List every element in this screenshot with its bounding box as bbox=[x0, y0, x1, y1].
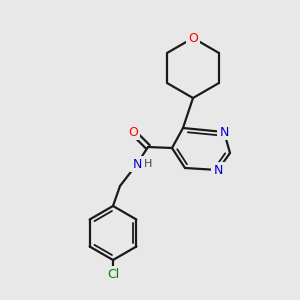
Text: N: N bbox=[213, 164, 223, 176]
Text: N: N bbox=[219, 125, 229, 139]
Text: O: O bbox=[128, 125, 138, 139]
Text: Cl: Cl bbox=[107, 268, 119, 281]
Text: O: O bbox=[188, 32, 198, 44]
Text: N: N bbox=[132, 158, 142, 170]
Text: H: H bbox=[144, 159, 152, 169]
